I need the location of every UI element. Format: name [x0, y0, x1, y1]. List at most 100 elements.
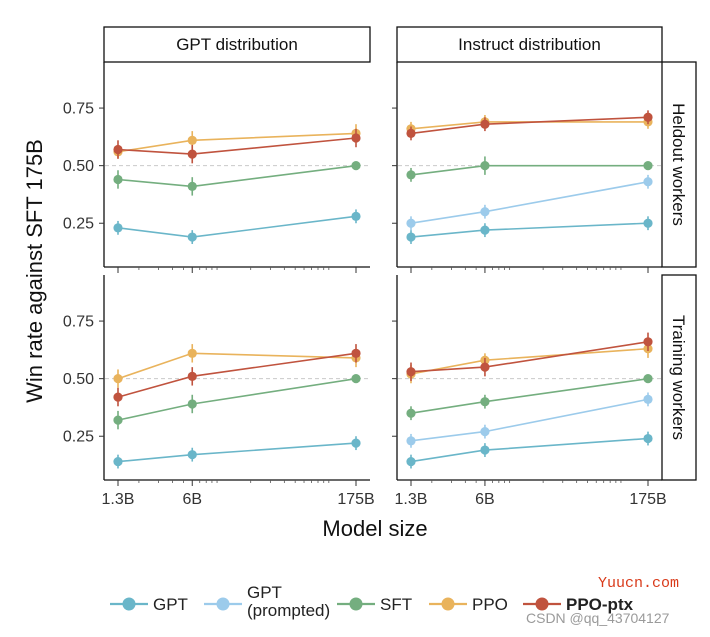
data-point — [406, 367, 416, 377]
watermark-site: Yuucn.com — [598, 575, 679, 592]
data-point — [643, 433, 653, 444]
data-point — [480, 427, 490, 437]
data-point — [113, 456, 123, 467]
data-point — [480, 397, 490, 407]
data-point — [113, 415, 123, 425]
row-strip-heldout-label: Heldout workers — [669, 103, 688, 226]
data-point — [113, 223, 123, 233]
series-PPO_ptx — [406, 332, 653, 381]
panel-gpt-training — [99, 275, 370, 486]
series-line — [410, 377, 649, 414]
series-line — [410, 398, 649, 442]
series-SFT — [406, 156, 653, 182]
y-tick-labels-top: 0.25 0.50 0.75 — [63, 101, 94, 233]
series-line — [117, 215, 357, 238]
series-GPT_prompted — [406, 392, 653, 448]
y-tick-label: 0.75 — [63, 314, 94, 331]
data-point — [406, 232, 416, 242]
data-point — [643, 337, 653, 347]
data-point — [187, 135, 197, 145]
legend-swatch-dot — [122, 597, 136, 611]
series-PPO_ptx — [406, 110, 653, 141]
legend-swatch-dot — [441, 597, 455, 611]
series-line — [410, 181, 649, 224]
column-strip-instruct: Instruct distribution — [396, 26, 663, 63]
y-tick-label: 0.25 — [63, 216, 94, 233]
row-strip-training-label: Training workers — [669, 315, 688, 440]
x-tick-label: 1.3B — [395, 491, 428, 508]
data-point — [351, 211, 361, 221]
legend-swatch-dot — [349, 597, 363, 611]
x-tick-label: 6B — [182, 491, 202, 508]
y-tick-label: 0.50 — [63, 371, 94, 388]
panel-gpt-heldout — [99, 62, 370, 273]
legend-swatch-dot — [216, 597, 230, 611]
data-point — [351, 348, 361, 358]
panel-instruct-training — [392, 275, 662, 486]
row-strip-heldout: Heldout workers — [661, 61, 697, 268]
series-PPO_ptx — [113, 344, 361, 407]
series-line — [117, 352, 357, 380]
y-tick-labels-bottom: 0.25 0.50 0.75 — [63, 314, 94, 446]
series-SFT — [113, 161, 361, 196]
data-point — [351, 161, 361, 171]
y-tick-label: 0.50 — [63, 158, 94, 175]
series-GPT — [406, 216, 653, 244]
series-line — [117, 442, 357, 463]
data-point — [643, 218, 653, 228]
column-strip-gpt: GPT distribution — [103, 26, 371, 63]
series-line — [410, 164, 648, 176]
series-GPT_prompted — [406, 174, 653, 231]
data-point — [480, 207, 490, 217]
column-strip-instruct-label: Instruct distribution — [458, 35, 601, 54]
row-strip-training: Training workers — [661, 274, 697, 481]
data-point — [643, 112, 653, 122]
panel-instruct-heldout — [392, 62, 662, 273]
data-point — [113, 374, 123, 384]
data-point — [480, 225, 490, 235]
series-GPT — [406, 431, 653, 469]
watermark-credit: CSDN @qq_43704127 — [526, 610, 670, 626]
data-point — [113, 392, 123, 402]
legend-label: SFT — [380, 595, 412, 614]
y-tick-label: 0.75 — [63, 101, 94, 118]
data-point — [187, 348, 197, 358]
series-line — [117, 164, 357, 188]
data-point — [187, 181, 197, 191]
data-point — [113, 174, 123, 185]
legend-label: GPT — [153, 595, 188, 614]
x-tick-label: 175B — [337, 491, 374, 508]
y-tick-label: 0.25 — [63, 429, 94, 446]
legend-item-SFT: SFT — [337, 595, 412, 614]
data-point — [643, 374, 653, 384]
data-point — [643, 161, 653, 171]
series-GPT — [113, 436, 361, 469]
series-GPT — [113, 209, 361, 244]
legend-swatch-dot — [535, 597, 549, 611]
legend-label: PPO — [472, 595, 508, 614]
series-SFT — [406, 374, 653, 421]
data-point — [480, 362, 490, 372]
data-point — [187, 149, 197, 159]
data-point — [187, 399, 197, 409]
data-point — [351, 374, 361, 384]
series-line — [410, 437, 649, 463]
data-point — [351, 133, 361, 143]
x-axis-title: Model size — [322, 516, 427, 541]
data-point — [406, 170, 416, 180]
legend-label: PPO-ptx — [566, 595, 634, 614]
y-axis-title: Win rate against SFT 175B — [22, 139, 47, 403]
series-SFT — [113, 374, 361, 430]
legend-item-PPO_ptx: PPO-ptx — [523, 595, 634, 614]
legend-item-GPT_prompted: GPT(prompted) — [204, 583, 330, 620]
data-point — [406, 408, 416, 418]
data-point — [406, 218, 416, 228]
x-tick-label: 6B — [475, 491, 495, 508]
data-point — [643, 394, 653, 404]
data-point — [406, 128, 416, 139]
legend-label: GPT — [247, 583, 282, 602]
data-point — [351, 438, 361, 448]
data-point — [480, 119, 490, 129]
legend-item-PPO: PPO — [429, 595, 508, 614]
